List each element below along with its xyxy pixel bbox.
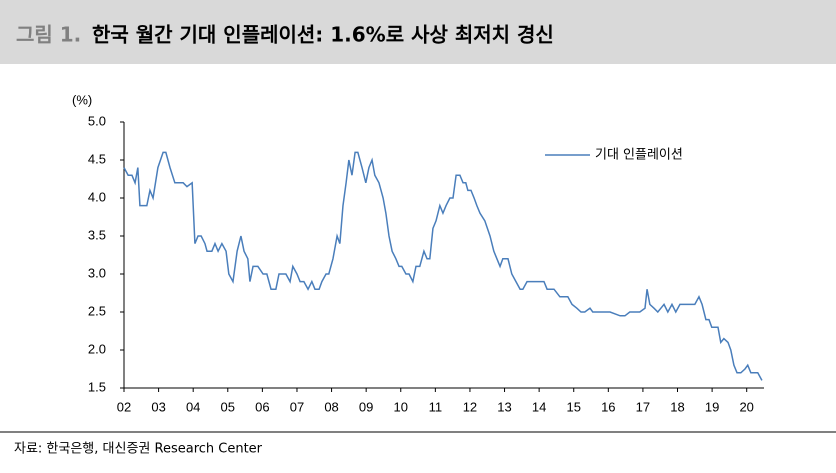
y-tick-label: 3.5 <box>88 227 106 242</box>
x-tick-label: 16 <box>601 399 615 414</box>
y-unit-label: (%) <box>72 92 92 107</box>
x-tick-label: 15 <box>566 399 580 414</box>
y-tick-label: 4.0 <box>88 189 106 204</box>
x-tick-label: 10 <box>394 399 408 414</box>
x-tick-label: 13 <box>497 399 511 414</box>
x-tick-label: 11 <box>429 399 443 414</box>
y-tick-label: 2.5 <box>88 303 106 318</box>
y-tick-label: 4.5 <box>88 151 106 166</box>
x-tick-label: 09 <box>359 399 373 414</box>
legend-label: 기대 인플레이션 <box>595 148 683 163</box>
figure-label: 그림 1. <box>16 23 81 47</box>
x-tick-label: 03 <box>151 399 165 414</box>
x-tick-label: 19 <box>705 399 719 414</box>
series-line <box>123 151 763 381</box>
x-tick-label: 14 <box>532 399 546 414</box>
y-tick-label: 2.0 <box>88 341 106 356</box>
x-tick-label: 17 <box>636 399 650 414</box>
y-tick-label: 1.5 <box>88 379 106 394</box>
x-tick-label: 18 <box>670 399 684 414</box>
x-tick-label: 06 <box>255 399 269 414</box>
x-tick-label: 12 <box>463 399 477 414</box>
x-tick-label: 04 <box>186 399 200 414</box>
y-tick-label: 5.0 <box>88 113 106 128</box>
x-tick-label: 05 <box>221 399 235 414</box>
y-tick-label: 3.0 <box>88 265 106 280</box>
x-tick-label: 08 <box>324 399 338 414</box>
chart-title: 한국 월간 기대 인플레이션: 1.6%로 사상 최저치 경신 <box>92 23 554 47</box>
x-tick-label: 07 <box>290 399 304 414</box>
header-band <box>0 0 836 64</box>
x-tick-label: 20 <box>739 399 753 414</box>
x-tick-label: 02 <box>117 399 131 414</box>
source-note: 자료: 한국은행, 대신증권 Research Center <box>14 441 263 457</box>
